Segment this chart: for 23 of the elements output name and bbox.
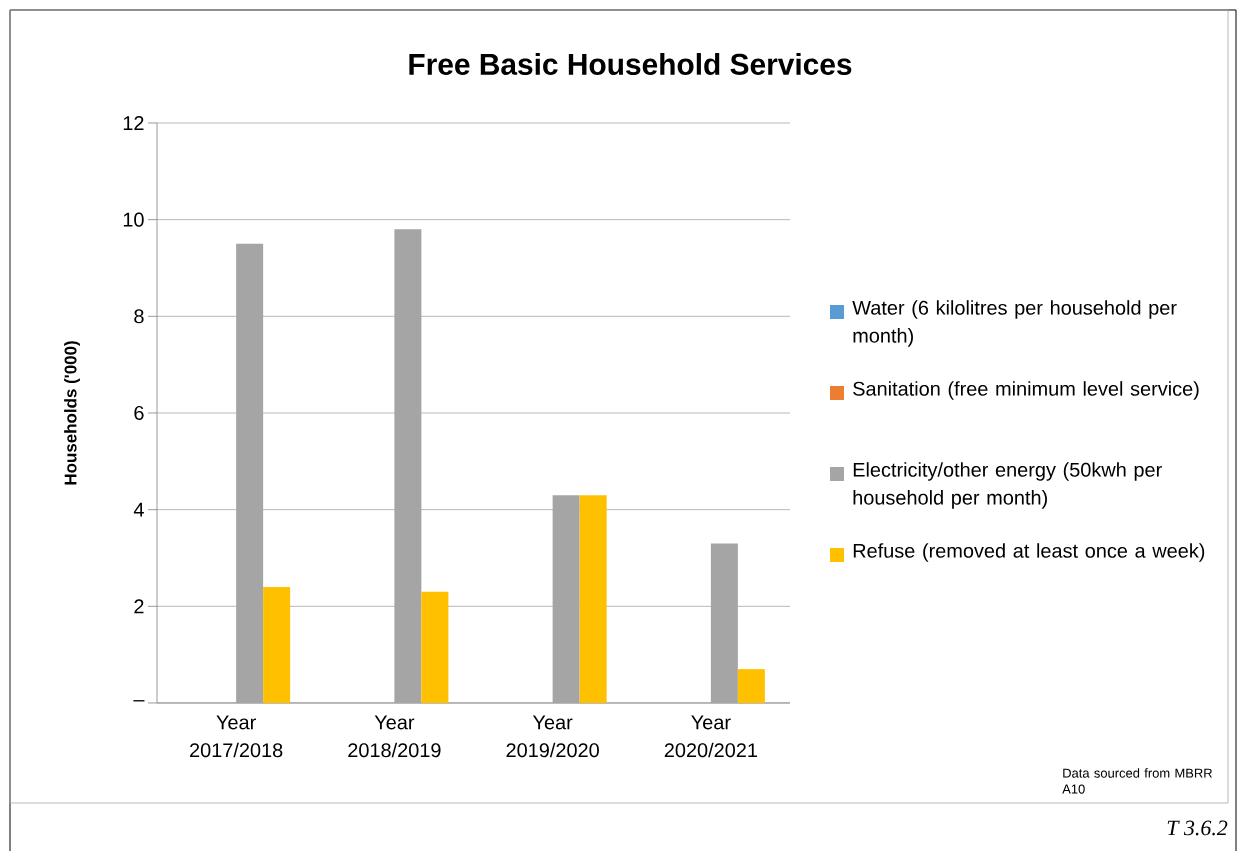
y-tick-label: 2 xyxy=(134,599,144,614)
y-tick-label: 6 xyxy=(134,405,144,421)
text: T 3.6.2 xyxy=(1167,820,1228,836)
legend-label: Water (6 kilolitres per household per month) xyxy=(852,300,1177,347)
bar xyxy=(737,669,765,703)
x-tick-label: Year 2017/2018 xyxy=(190,715,283,758)
legend-label: Sanitation (free minimum level service) xyxy=(853,381,1199,400)
y-axis-title: Households ('000) xyxy=(64,341,80,485)
y-tick-label: 8 xyxy=(134,309,144,324)
y-tick-label: – xyxy=(133,700,145,702)
x-tick-label: Year 2019/2020 xyxy=(506,715,599,758)
y-tick-label: 12 xyxy=(123,116,144,130)
y-tick-label: 10 xyxy=(123,212,144,227)
bar xyxy=(579,495,607,703)
x-tick-label: Year 2020/2021 xyxy=(664,715,757,758)
legend-label: Electricity/other energy (50kwh per household per month) xyxy=(853,462,1162,509)
bar xyxy=(263,586,291,703)
y-tick-label: 4 xyxy=(133,502,144,517)
bar xyxy=(421,591,449,703)
text: Data sourced from MBRR A10 xyxy=(1062,768,1212,794)
legend-label: Refuse (removed at least once a week) xyxy=(853,543,1205,562)
chart-title: Free Basic Household Services xyxy=(409,53,852,75)
x-tick-label: Year 2018/2019 xyxy=(348,715,441,758)
